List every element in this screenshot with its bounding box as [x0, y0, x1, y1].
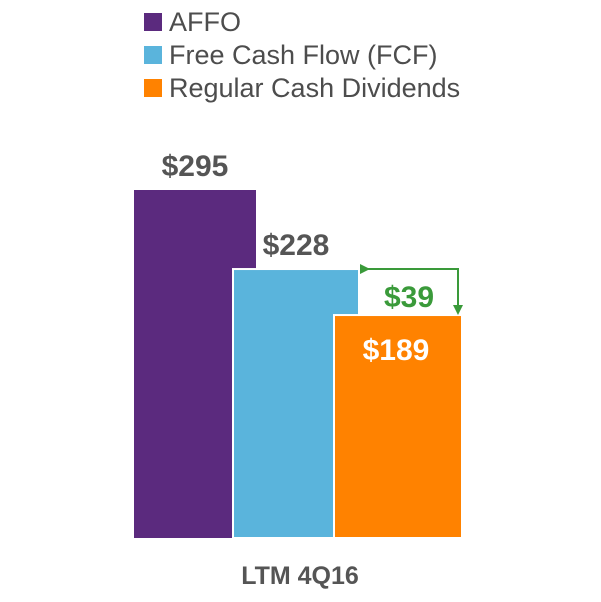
legend-label-fcf: Free Cash Flow (FCF) [169, 40, 438, 70]
difference-bracket [360, 264, 463, 316]
legend-swatch-affo [144, 13, 162, 31]
legend-swatch-fcf [144, 46, 162, 64]
difference-label: $39 [384, 281, 434, 314]
value-label-fcf: $228 [263, 229, 330, 262]
bar-regular-cash-dividends [333, 314, 463, 539]
legend-label-affo: AFFO [169, 7, 241, 37]
bars [134, 190, 463, 539]
legend-label-dividends: Regular Cash Dividends [169, 73, 460, 103]
value-label-regular-cash-dividends: $189 [363, 334, 430, 367]
category-label: LTM 4Q16 [241, 562, 359, 590]
legend-swatch-dividends [144, 79, 162, 97]
value-label-affo: $295 [162, 150, 229, 183]
value-labels: $295 $228 $189 [162, 150, 430, 367]
difference-annotation: $39 [360, 264, 463, 316]
legend: AFFO Free Cash Flow (FCF) Regular Cash D… [144, 7, 460, 103]
